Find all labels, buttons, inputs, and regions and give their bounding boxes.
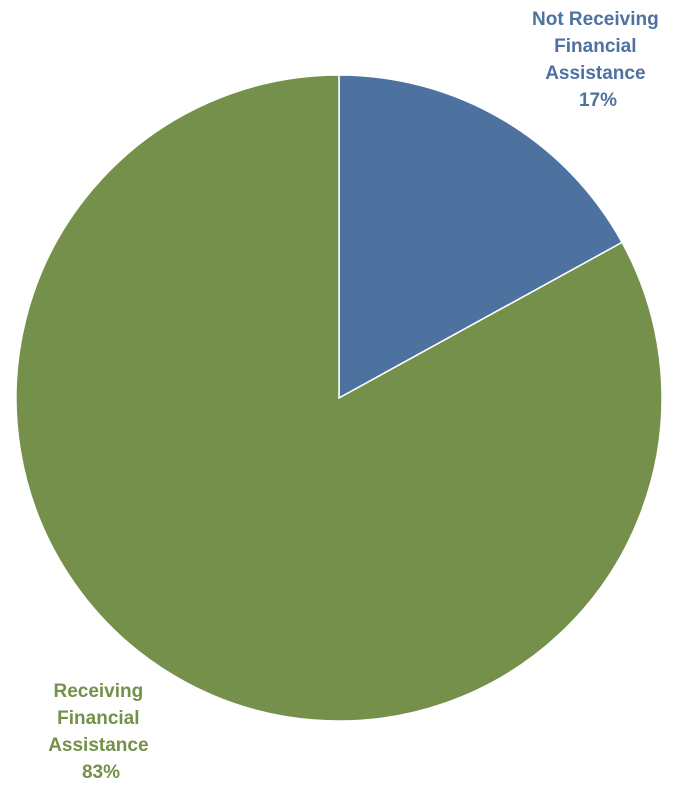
label-value: 17% xyxy=(579,90,617,111)
label-line: Assistance xyxy=(48,735,148,756)
label-value: 83% xyxy=(82,762,120,783)
slice-labels: Not Receiving Financial Assistance 17% R… xyxy=(48,9,664,783)
pie-slice-receiving xyxy=(15,74,663,722)
label-line: Not Receiving xyxy=(532,9,659,30)
pie-slice-not-receiving xyxy=(338,74,624,400)
pie-slices xyxy=(15,74,663,722)
slice-label-not-receiving: Not Receiving Financial Assistance 17% xyxy=(532,9,664,111)
slice-label-receiving: Receiving Financial Assistance 83% xyxy=(48,681,154,783)
label-line: Receiving xyxy=(53,681,143,702)
label-line: Financial xyxy=(554,36,636,57)
label-line: Assistance xyxy=(545,63,645,84)
label-line: Financial xyxy=(57,708,139,729)
